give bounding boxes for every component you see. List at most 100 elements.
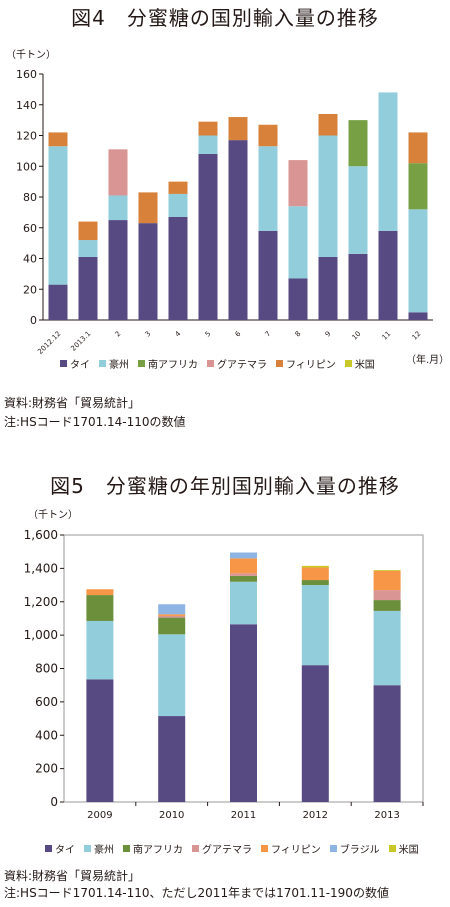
figure4-source: 資料:財務省「貿易統計」 — [4, 396, 141, 410]
y-tick-label: 100 — [16, 160, 37, 173]
bar-segment — [86, 589, 114, 596]
figure5-title: 図5 分蜜糖の年別国別輸入量の推移 — [50, 474, 400, 498]
bar-segment — [301, 567, 329, 581]
bar-segment — [198, 121, 218, 136]
x-tick-label: 2011 — [231, 810, 256, 821]
x-tick-label: 2012 — [303, 810, 328, 821]
legend-swatch — [207, 360, 214, 367]
figure4-title: 図4 分蜜糖の国別輸入量の推移 — [71, 6, 379, 30]
y-tick-label: 140 — [16, 99, 37, 112]
legend-item: タイ — [60, 356, 90, 371]
y-tick-label: 400 — [35, 728, 58, 742]
legend-swatch — [261, 845, 268, 852]
bar-segment — [373, 590, 401, 601]
bar-segment — [48, 146, 68, 285]
legend-label: フィリピン — [286, 360, 336, 371]
bar-segment — [408, 163, 428, 210]
legend-swatch — [123, 845, 130, 852]
bar-segment — [168, 216, 188, 320]
bar-segment — [373, 685, 401, 802]
legend-item: グアテマラ — [207, 356, 267, 371]
figure4-unit-label: （千トン） — [6, 50, 56, 61]
x-tick-label: 6 — [234, 329, 243, 338]
legend-swatch — [138, 360, 145, 367]
legend-label: タイ — [55, 845, 75, 856]
bar-segment — [301, 585, 329, 666]
bar-segment — [230, 624, 257, 802]
bar-segment — [78, 221, 98, 241]
y-tick-label: 800 — [35, 662, 58, 676]
figure5-legend: タイ 豪州 南アフリカ グアテマラ フィリピン ブラジル 米国 — [45, 841, 428, 856]
legend-swatch — [84, 845, 91, 852]
figure4-x-unit-label: （年.月） — [406, 355, 450, 366]
legend-item: フィリピン — [276, 356, 336, 371]
y-tick-label: 0 — [50, 795, 58, 809]
bar-segment — [408, 312, 428, 320]
legend-item: 米国 — [388, 841, 419, 856]
bar-segment — [230, 552, 257, 559]
figure4-legend: タイ 豪州 南アフリカ グアテマラ フィリピン 米国 — [60, 356, 384, 371]
legend-item: 米国 — [344, 356, 375, 371]
bar-segment — [373, 610, 401, 686]
bar-segment — [86, 595, 114, 621]
bar-segment — [86, 620, 114, 680]
bar-segment — [288, 160, 308, 207]
legend-swatch — [388, 845, 396, 852]
bar-segment — [373, 570, 401, 571]
y-tick-label: 1,400 — [24, 561, 58, 575]
y-tick-label: 160 — [16, 68, 37, 81]
bar-segment — [230, 581, 257, 625]
bar-segment — [48, 284, 68, 320]
bar-segment — [168, 181, 188, 194]
x-tick-label: 2010 — [159, 810, 184, 821]
legend-label: 米国 — [354, 360, 375, 371]
figure5-source: 資料:財務省「貿易統計」 — [4, 869, 141, 883]
x-tick-label: 9 — [324, 330, 333, 339]
bar-segment — [373, 570, 401, 591]
bar-segment — [78, 240, 98, 257]
bar-segment — [168, 193, 188, 217]
bar-segment — [158, 615, 186, 618]
legend-item: 南アフリカ — [138, 356, 198, 371]
bar-segment — [158, 716, 186, 802]
y-tick-label: 40 — [23, 253, 37, 266]
bar-segment — [228, 117, 248, 141]
y-tick-label: 200 — [35, 762, 58, 776]
bar-segment — [408, 209, 428, 313]
y-tick-label: 20 — [23, 283, 37, 296]
bar-segment — [230, 575, 257, 582]
y-tick-label: 600 — [35, 695, 58, 709]
bar-segment — [158, 604, 186, 615]
bar-segment — [228, 140, 248, 320]
bar-segment — [301, 580, 329, 586]
bar-segment — [318, 256, 338, 320]
bar-segment — [158, 614, 186, 616]
y-tick-label: 60 — [23, 222, 37, 235]
y-tick-label: 0 — [30, 314, 37, 327]
legend-item: 豪州 — [99, 356, 129, 371]
bar-segment — [158, 634, 186, 717]
legend-swatch — [276, 360, 283, 367]
legend-label: 南アフリカ — [133, 845, 183, 856]
legend-label: ブラジル — [339, 845, 380, 856]
y-tick-label: 1,000 — [24, 628, 58, 642]
legend-label: 豪州 — [94, 845, 114, 856]
figure5-chart: 0 200 400 600 800 1,000 1,200 1,400 1,600 2009 201… — [24, 528, 424, 821]
x-tick-label: 4 — [174, 329, 183, 338]
legend-item: タイ — [45, 841, 75, 856]
bar-segment — [230, 573, 257, 576]
x-tick-label: 5 — [204, 330, 213, 339]
legend-item: フィリピン — [261, 841, 321, 856]
legend-label: タイ — [70, 360, 90, 371]
bar-segment — [138, 223, 158, 320]
legend-label: フィリピン — [271, 845, 321, 856]
y-tick-label: 80 — [23, 191, 37, 204]
bar-segment — [301, 665, 329, 802]
y-tick-label: 1,200 — [24, 595, 58, 609]
bar-segment — [301, 565, 329, 568]
bar-segment — [373, 600, 401, 611]
legend-swatch — [329, 845, 337, 852]
bar-segment — [198, 135, 218, 154]
x-tick-label: 2 — [114, 330, 123, 339]
legend-label: 米国 — [398, 845, 419, 856]
